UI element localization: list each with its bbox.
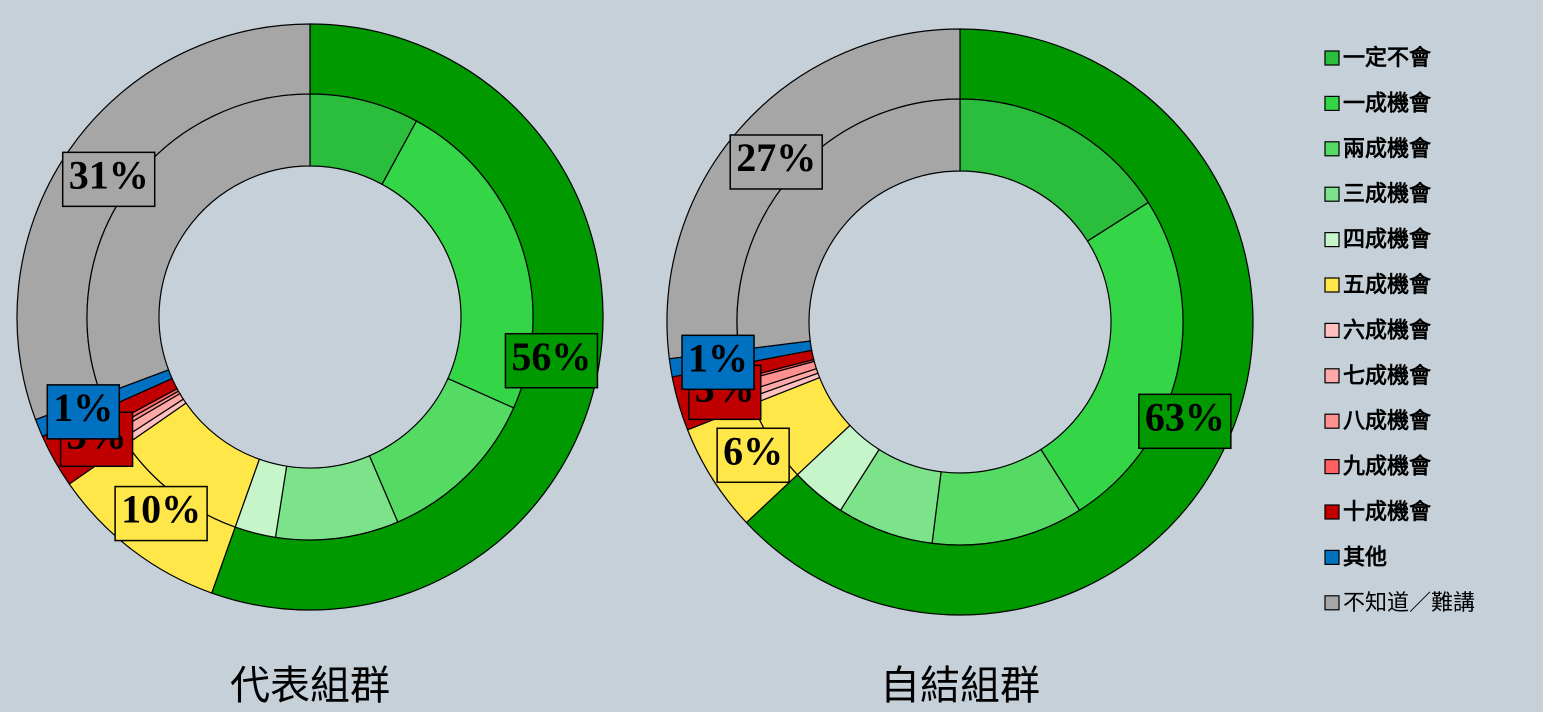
- chart-title: 自結組群: [880, 663, 1040, 709]
- legend-label: 四成機會: [1343, 227, 1432, 253]
- data-label: 31%: [69, 153, 149, 198]
- legend-swatch: [1324, 186, 1340, 202]
- legend-swatch: [1324, 413, 1340, 429]
- legend-swatch: [1324, 232, 1340, 248]
- data-label: 1%: [53, 385, 113, 430]
- legend-swatch: [1324, 368, 1340, 384]
- data-label-box: [114, 485, 208, 542]
- data-label-box: [729, 134, 823, 190]
- data-label: 1%: [688, 335, 748, 380]
- legend-swatch: [1324, 459, 1340, 475]
- chart-title: 代表組群: [230, 663, 390, 709]
- data-label: 10%: [121, 487, 201, 532]
- legend-swatch: [1324, 95, 1340, 112]
- legend-label: 其他: [1343, 545, 1387, 570]
- legend-label: 八成機會: [1343, 408, 1432, 434]
- legend-swatch: [1324, 277, 1340, 293]
- legend-swatch: [1324, 595, 1340, 611]
- legend-label: 十成機會: [1343, 499, 1432, 525]
- legend-label: 三成機會: [1343, 181, 1432, 207]
- legend-label: 一成機會: [1343, 90, 1432, 116]
- data-label-box: [504, 332, 599, 389]
- data-label: 63%: [1145, 394, 1225, 439]
- legend-swatch: [1324, 504, 1340, 520]
- legend-swatch: [1324, 549, 1340, 566]
- legend-label: 七成機會: [1343, 363, 1432, 389]
- data-label-box: [46, 384, 121, 440]
- legend-label: 一定不會: [1343, 45, 1432, 71]
- data-label-box: [716, 427, 790, 484]
- legend-swatch: [1324, 141, 1340, 157]
- data-label: 6%: [723, 428, 783, 473]
- donut-segment: [86, 93, 311, 396]
- legend-label: 不知道／難講: [1343, 591, 1475, 616]
- data-label-box: [61, 151, 156, 208]
- legend-label: 五成機會: [1343, 272, 1432, 298]
- data-label: 27%: [736, 135, 816, 180]
- legend-label: 六成機會: [1343, 317, 1432, 343]
- data-label-box: [1138, 393, 1232, 450]
- data-label: 56%: [511, 334, 591, 379]
- legend-swatch: [1324, 50, 1340, 66]
- legend-label: 兩成機會: [1343, 136, 1432, 162]
- legend-swatch: [1324, 322, 1340, 338]
- data-label-box: [681, 334, 755, 391]
- legend-label: 九成機會: [1342, 454, 1432, 480]
- donut-segment: [736, 98, 961, 351]
